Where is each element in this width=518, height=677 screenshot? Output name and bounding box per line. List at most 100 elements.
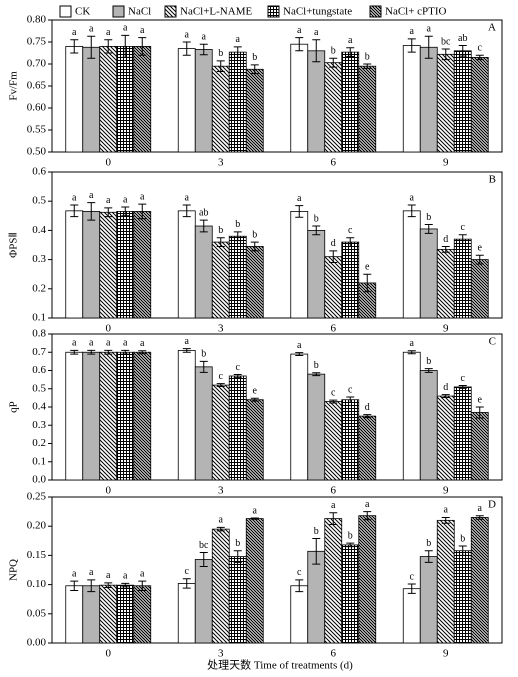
error-bar <box>182 578 191 589</box>
error-bar <box>475 54 484 61</box>
panel-label: B <box>489 174 496 186</box>
bar <box>245 246 264 319</box>
bar <box>341 544 360 644</box>
significance-letter: b <box>348 530 353 541</box>
significance-letter: b <box>218 48 223 59</box>
significance-letter: a <box>106 338 111 349</box>
error-bar <box>329 512 338 525</box>
error-bar <box>346 396 355 403</box>
error-bar <box>233 231 242 242</box>
significance-letter: a <box>140 25 145 36</box>
y-axis-title: qP <box>8 401 20 413</box>
y-tick-label: 0.8 <box>32 328 46 340</box>
error-bar <box>346 542 355 548</box>
legend-label: NaCl+ cPTIO <box>385 6 447 18</box>
significance-letter: a <box>297 25 302 36</box>
significance-letter: b <box>365 51 370 62</box>
error-bar <box>424 224 433 234</box>
significance-letter: c <box>348 225 353 236</box>
y-tick-label: 0.3 <box>32 419 46 431</box>
bar <box>402 351 421 481</box>
legend-swatch <box>112 5 125 18</box>
x-tick-label: 3 <box>218 648 224 660</box>
error-bar <box>199 219 208 233</box>
significance-letter: a <box>185 192 190 203</box>
significance-letter: c <box>461 222 466 233</box>
significance-letter: a <box>140 191 145 202</box>
bar <box>290 353 309 481</box>
bar <box>99 351 118 481</box>
legend-swatch <box>59 5 72 18</box>
panel-label: C <box>489 336 496 348</box>
bar <box>99 584 118 644</box>
significance-letter: b <box>314 213 319 224</box>
error-bar <box>70 39 79 54</box>
error-bar <box>295 37 304 52</box>
bar <box>133 46 152 153</box>
bar <box>358 415 377 481</box>
bar <box>419 46 438 153</box>
error-bar <box>424 550 433 563</box>
significance-letter: a <box>236 34 241 45</box>
x-axis-title: 处理天数 Time of treatments (d) <box>207 659 353 672</box>
y-tick-label: 0.55 <box>27 124 47 136</box>
error-bar <box>475 406 484 419</box>
bar <box>65 585 84 644</box>
bar <box>133 211 152 319</box>
bar <box>116 46 135 153</box>
error-bar <box>233 374 242 378</box>
error-bar <box>407 38 416 53</box>
significance-letter: b <box>460 533 465 544</box>
plot-frame <box>51 171 503 319</box>
error-bar <box>407 583 416 594</box>
error-bar <box>346 47 355 58</box>
legend-label: NaCl+L-NAME <box>180 6 252 18</box>
significance-letter: a <box>185 336 190 347</box>
significance-letter: d <box>443 382 448 393</box>
x-tick-label: 9 <box>443 323 449 335</box>
error-bar <box>199 551 208 567</box>
bar <box>358 515 377 644</box>
y-tick-label: 0.3 <box>32 253 46 265</box>
error-bar <box>182 41 191 56</box>
bar <box>307 550 326 644</box>
y-tick-label: 0.4 <box>32 224 46 236</box>
error-bar <box>199 360 208 373</box>
bar <box>324 518 343 644</box>
significance-letter: b <box>426 538 431 549</box>
error-bar <box>329 250 338 264</box>
error-bar <box>441 48 450 61</box>
bar <box>324 401 343 481</box>
error-bar <box>216 237 225 247</box>
bar <box>228 375 247 481</box>
error-bar <box>363 511 372 521</box>
bar <box>65 46 84 153</box>
bar <box>436 395 455 481</box>
legend-label: CK <box>75 6 90 18</box>
significance-letter: bc <box>441 36 451 47</box>
significance-letter: a <box>72 568 77 579</box>
significance-letter: b <box>201 349 206 360</box>
significance-letter: a <box>365 499 370 510</box>
y-tick-label: 0.25 <box>27 491 47 503</box>
bar <box>436 519 455 644</box>
error-bar <box>138 37 147 56</box>
error-bar <box>329 399 338 404</box>
significance-letter: a <box>185 29 190 40</box>
significance-letter: e <box>365 261 370 272</box>
significance-letter: a <box>410 338 415 349</box>
error-bar <box>424 368 433 373</box>
bar <box>470 517 489 644</box>
error-bar <box>407 350 416 355</box>
error-bar <box>312 372 321 377</box>
y-tick-label: 0.60 <box>27 102 47 114</box>
significance-letter: ab <box>458 33 467 44</box>
error-bar <box>441 245 450 253</box>
y-tick-label: 0.10 <box>27 578 47 590</box>
bar <box>133 585 152 644</box>
significance-letter: c <box>461 373 466 384</box>
bar <box>341 399 360 481</box>
significance-letter: a <box>106 570 111 581</box>
y-tick-label: 0.1 <box>32 455 46 467</box>
